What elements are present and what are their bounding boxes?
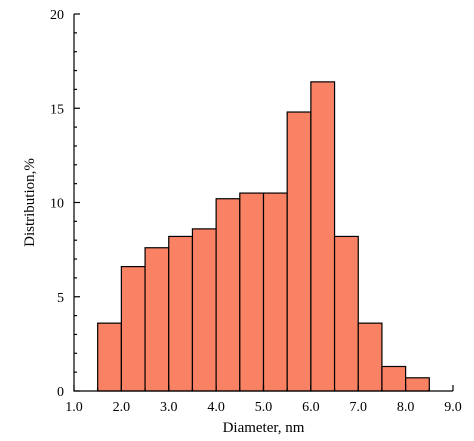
x-tick-label: 6.0 (302, 400, 320, 415)
x-tick-label: 9.0 (444, 400, 462, 415)
x-axis-ticks: 1.0 2.0 3.0 4.0 5.0 6.0 7.0 8.0 9.0 (65, 385, 462, 415)
x-tick-label: 4.0 (207, 400, 225, 415)
y-axis-ticks: 0 5 10 15 20 (50, 8, 80, 400)
histogram-bar (191, 228, 217, 392)
x-axis-title: Diameter, nm (223, 420, 305, 436)
bars-group (97, 81, 430, 392)
histogram-bar (239, 192, 265, 392)
y-tick-label: 10 (50, 197, 64, 212)
x-tick-label: 7.0 (350, 400, 368, 415)
histogram-bar (405, 377, 430, 392)
y-tick-label: 0 (57, 385, 64, 400)
histogram-bar (215, 198, 241, 392)
histogram-bar (144, 247, 170, 392)
histogram-bar (168, 235, 194, 392)
histogram-bar (310, 81, 336, 392)
x-tick-label: 1.0 (65, 400, 83, 415)
histogram-bar (357, 322, 383, 392)
histogram-bar (333, 235, 359, 392)
histogram-bar (97, 322, 122, 392)
y-tick-label: 20 (50, 8, 64, 23)
histogram-bar (262, 192, 288, 392)
y-tick-label: 5 (57, 291, 64, 306)
histogram-bar (381, 365, 407, 392)
y-tick-label: 15 (50, 102, 64, 117)
histogram-bar (120, 265, 146, 392)
x-tick-label: 8.0 (397, 400, 415, 415)
y-axis-title: Distribution,% (22, 158, 38, 247)
histogram-bar (286, 111, 312, 392)
x-tick-label: 3.0 (160, 400, 178, 415)
x-tick-label: 5.0 (255, 400, 273, 415)
x-tick-label: 2.0 (113, 400, 131, 415)
